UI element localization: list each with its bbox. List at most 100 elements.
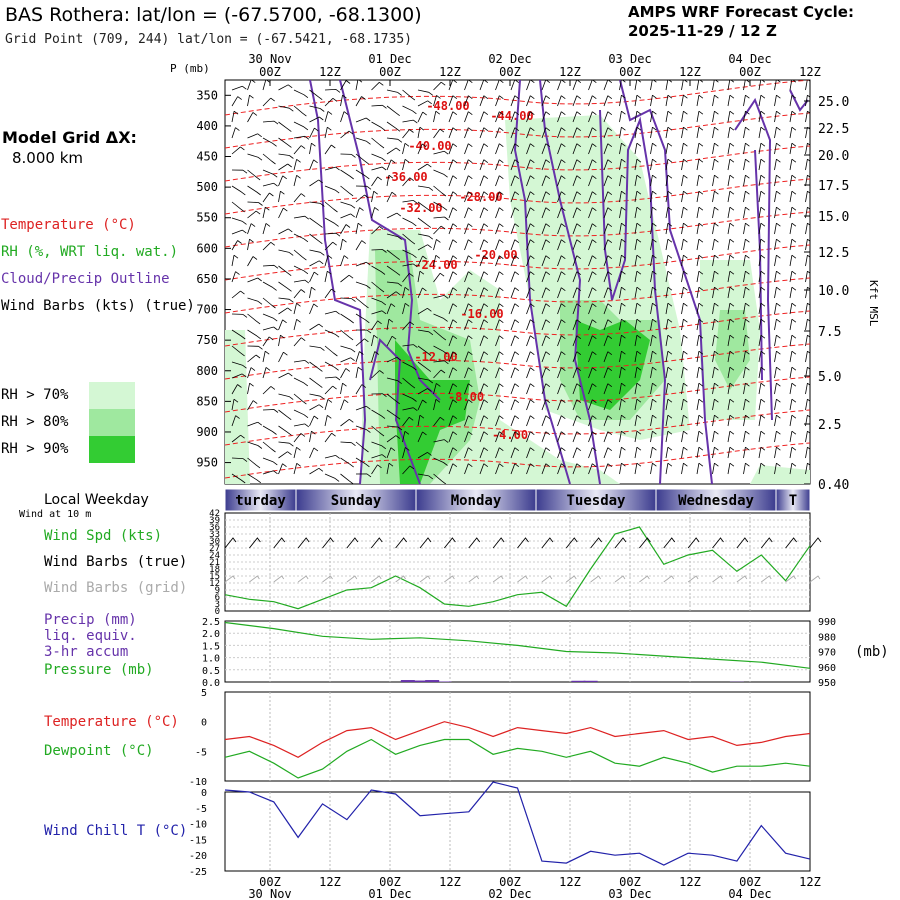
wind-barb [495, 191, 504, 203]
wind-barb-true [395, 537, 407, 549]
wind-barb [712, 302, 719, 315]
pressure-tick-label: 400 [196, 119, 218, 133]
wind-barb [557, 223, 566, 235]
wind-barb [247, 256, 258, 267]
wind-barb [433, 398, 441, 411]
wind-barb [572, 303, 582, 315]
wind-barb [479, 223, 489, 235]
wind-barb [355, 329, 372, 334]
wind-barb [417, 399, 427, 411]
wind-barb [774, 446, 781, 459]
wind-barb [495, 431, 504, 443]
wind-barb [557, 95, 566, 107]
temperature-contour [225, 145, 810, 182]
wind-tick-label: 6 [215, 593, 220, 603]
pressure-right-tick-label: 970 [818, 648, 836, 659]
wind-barb [789, 80, 797, 91]
wind-barb [278, 393, 294, 400]
wind-barb [743, 126, 750, 139]
wind-barb [231, 240, 242, 251]
bottom-hour-label: 12Z [319, 875, 341, 889]
temperature-contour [225, 80, 810, 116]
top-date-label: 03 Dec [608, 52, 651, 66]
wind-tick-label: 0 [215, 607, 220, 617]
rh-region [715, 310, 750, 390]
wind-barb [495, 127, 504, 139]
bottom-hour-label: 12Z [799, 875, 821, 889]
wind-barb [417, 377, 434, 384]
wind-barb [696, 398, 704, 411]
wind-barb [665, 142, 673, 155]
wind-barb [464, 351, 473, 363]
wind-barb [619, 254, 626, 267]
precip-bar [425, 680, 440, 682]
wind-barb [588, 287, 597, 299]
wind-barb [402, 217, 417, 227]
pressure-tick-label: 450 [196, 150, 218, 164]
wind-barb [510, 319, 520, 331]
wind-barb [603, 223, 613, 235]
wind-barb [774, 382, 781, 395]
wind-barb [758, 414, 766, 427]
wind-barb-true [419, 537, 432, 549]
temperature-contour [225, 211, 810, 248]
wind-barb [758, 190, 766, 203]
wind-barb-grid [639, 575, 650, 583]
wind-barb [371, 104, 387, 109]
bottom-date-label: 01 Dec [368, 887, 411, 900]
wind-barb [262, 386, 276, 395]
wind-barb [386, 159, 396, 171]
wind-barb [417, 361, 432, 372]
wind-barb [603, 80, 613, 91]
wind-barb [603, 143, 613, 155]
wind-barb [619, 110, 626, 123]
wind-barb [371, 464, 382, 475]
wind-barb [479, 367, 489, 379]
wind-barb [417, 431, 427, 443]
wind-barb [665, 126, 673, 139]
wind-barb [247, 473, 262, 484]
wind-barb [340, 457, 354, 468]
wind-barb [743, 462, 750, 475]
wind-barb [262, 264, 279, 269]
wind-barbs-true-label: Wind Barbs (true) [44, 554, 188, 570]
wind-barb [417, 452, 432, 459]
wind-barb [774, 142, 781, 155]
wind-barb [247, 94, 254, 107]
wind-barb [231, 127, 240, 139]
wind-barb [464, 175, 473, 187]
wind-barb [619, 366, 626, 379]
wind-barb [402, 158, 410, 171]
wind-barb-true [785, 537, 797, 549]
wind-barb [433, 473, 447, 484]
wind-barb [309, 404, 324, 411]
temperature-tick-label: -5 [195, 747, 207, 758]
wind-barb-true [639, 537, 651, 549]
wind-barb [650, 318, 657, 331]
wind-barb [805, 318, 810, 331]
wind-barb [262, 425, 277, 435]
wind-barb [386, 249, 400, 261]
wind-barb [650, 462, 657, 475]
bottom-date-label: 04 Dec [728, 887, 771, 900]
wind-barb [665, 430, 673, 443]
wind-barb [386, 191, 397, 203]
page-title: BAS Rothera: lat/lon = (-67.5700, -68.13… [5, 4, 422, 26]
wind-barb [634, 126, 642, 139]
wind-barb [386, 174, 394, 187]
wind-barb-grid [736, 575, 748, 583]
wind-barb [371, 310, 387, 315]
wind-barb [526, 319, 535, 331]
wind-barb [464, 383, 473, 395]
wind-barb [557, 127, 566, 139]
wind-barb [758, 302, 766, 315]
wind-barb [231, 313, 248, 318]
wind-barb [324, 414, 332, 427]
wind-barb [712, 190, 719, 203]
wind-barb [712, 430, 719, 443]
wind-barb [727, 350, 735, 363]
wind-barb-grid [541, 575, 553, 583]
wind-barb [402, 302, 410, 315]
wind-barb [309, 430, 316, 443]
wind-barb [789, 254, 797, 267]
